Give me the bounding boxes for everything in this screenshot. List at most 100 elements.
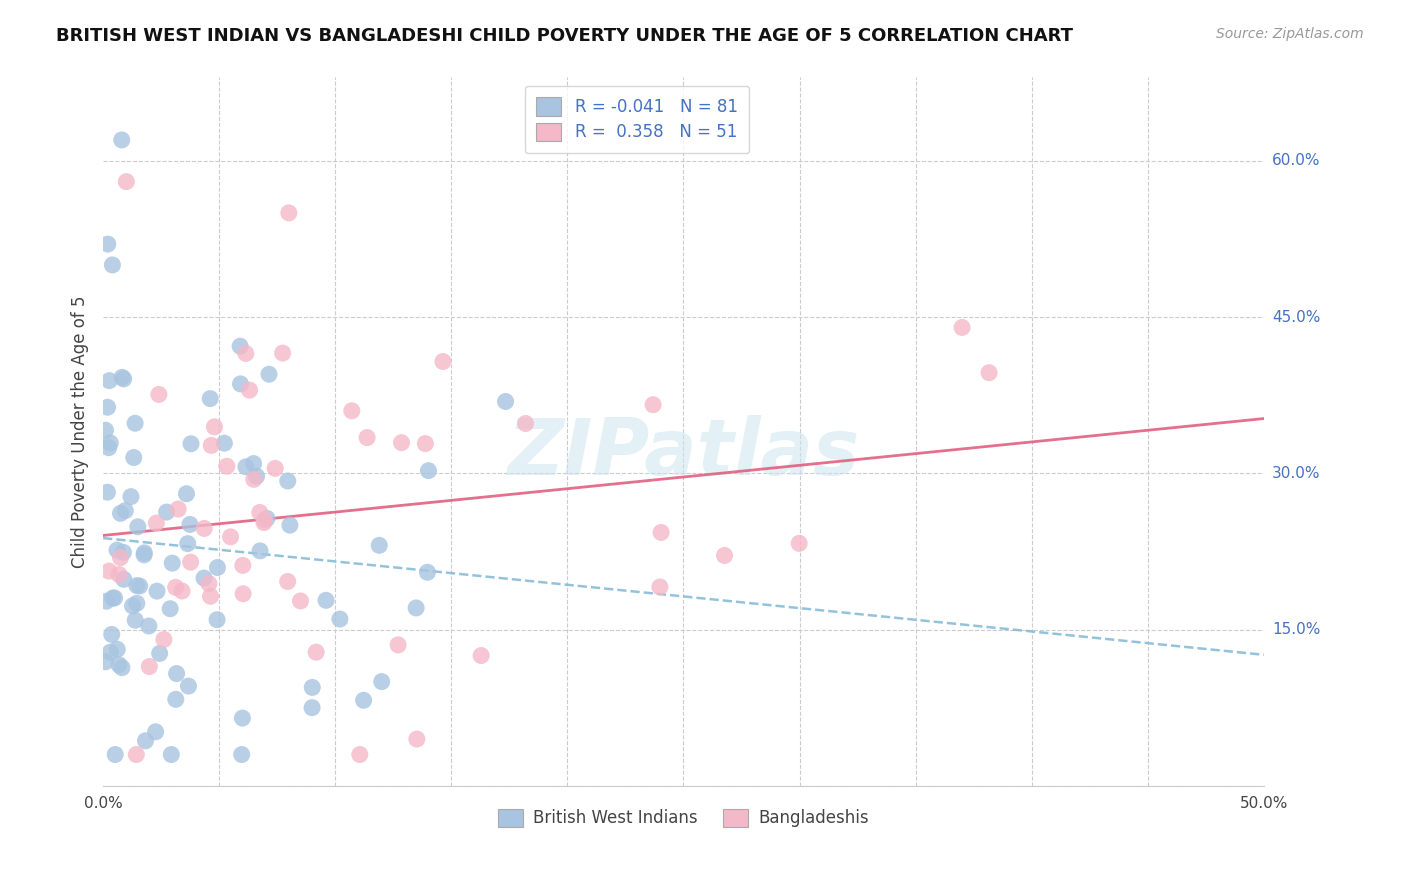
Point xyxy=(432,354,454,368)
Point xyxy=(470,648,492,663)
Legend: British West Indians, Bangladeshis: British West Indians, Bangladeshis xyxy=(492,802,876,834)
Point xyxy=(193,571,215,585)
Point xyxy=(111,133,134,147)
Point xyxy=(160,747,183,762)
Point xyxy=(253,513,276,527)
Point xyxy=(170,584,193,599)
Point xyxy=(115,175,138,189)
Point xyxy=(138,619,160,633)
Point xyxy=(277,206,299,220)
Point xyxy=(98,436,121,450)
Point xyxy=(235,459,257,474)
Point xyxy=(418,464,440,478)
Point xyxy=(96,401,118,415)
Point xyxy=(200,438,222,452)
Point xyxy=(97,237,120,252)
Point xyxy=(368,538,391,552)
Text: 45.0%: 45.0% xyxy=(1272,310,1320,325)
Point xyxy=(110,550,132,565)
Point xyxy=(257,368,280,382)
Point xyxy=(148,387,170,401)
Point xyxy=(177,679,200,693)
Point xyxy=(231,747,253,762)
Point xyxy=(415,436,437,450)
Point xyxy=(101,258,124,272)
Point xyxy=(138,659,160,673)
Point xyxy=(391,435,413,450)
Point xyxy=(219,530,242,544)
Text: 30.0%: 30.0% xyxy=(1272,466,1320,481)
Point xyxy=(134,546,156,560)
Text: 60.0%: 60.0% xyxy=(1272,153,1320,169)
Point xyxy=(387,638,409,652)
Point xyxy=(98,645,121,659)
Point xyxy=(166,666,188,681)
Text: Source: ZipAtlas.com: Source: ZipAtlas.com xyxy=(1216,27,1364,41)
Point xyxy=(125,747,148,762)
Point xyxy=(215,459,238,474)
Point xyxy=(405,732,427,747)
Point xyxy=(193,521,215,535)
Point xyxy=(205,613,228,627)
Point xyxy=(160,556,183,570)
Point xyxy=(405,601,427,615)
Point xyxy=(232,558,254,573)
Point xyxy=(370,674,392,689)
Point xyxy=(104,747,127,762)
Point xyxy=(145,516,167,530)
Point xyxy=(214,436,236,450)
Point xyxy=(204,420,226,434)
Point xyxy=(145,724,167,739)
Point xyxy=(231,711,253,725)
Point xyxy=(125,578,148,592)
Point xyxy=(105,543,128,558)
Point xyxy=(149,647,172,661)
Point xyxy=(229,376,252,391)
Point xyxy=(229,339,252,353)
Point xyxy=(198,576,221,591)
Point xyxy=(315,593,337,607)
Point xyxy=(121,599,143,613)
Point xyxy=(264,461,287,475)
Point xyxy=(242,457,264,471)
Point xyxy=(159,601,181,615)
Point xyxy=(153,632,176,647)
Point xyxy=(713,549,735,563)
Point xyxy=(155,505,177,519)
Point xyxy=(301,681,323,695)
Point xyxy=(112,545,135,559)
Point xyxy=(108,657,131,672)
Point xyxy=(96,485,118,500)
Point xyxy=(200,589,222,603)
Point xyxy=(353,693,375,707)
Point xyxy=(356,431,378,445)
Point xyxy=(278,518,301,533)
Point xyxy=(124,613,146,627)
Point xyxy=(94,655,117,669)
Point xyxy=(97,441,120,455)
Point xyxy=(340,404,363,418)
Point xyxy=(242,472,264,486)
Point xyxy=(416,566,439,580)
Point xyxy=(165,580,187,594)
Point xyxy=(165,692,187,706)
Text: ZIPatlas: ZIPatlas xyxy=(508,415,859,491)
Point xyxy=(349,747,371,762)
Point xyxy=(277,474,299,488)
Point xyxy=(950,320,973,334)
Point xyxy=(167,502,190,516)
Point xyxy=(650,525,672,540)
Point xyxy=(207,560,229,574)
Point xyxy=(648,580,671,594)
Point xyxy=(122,450,145,465)
Point xyxy=(515,417,537,431)
Point xyxy=(101,591,124,606)
Point xyxy=(111,660,134,674)
Point xyxy=(125,596,148,610)
Point xyxy=(232,587,254,601)
Point xyxy=(301,700,323,714)
Point xyxy=(256,511,278,525)
Point xyxy=(112,572,135,586)
Point xyxy=(329,612,352,626)
Point xyxy=(111,370,134,384)
